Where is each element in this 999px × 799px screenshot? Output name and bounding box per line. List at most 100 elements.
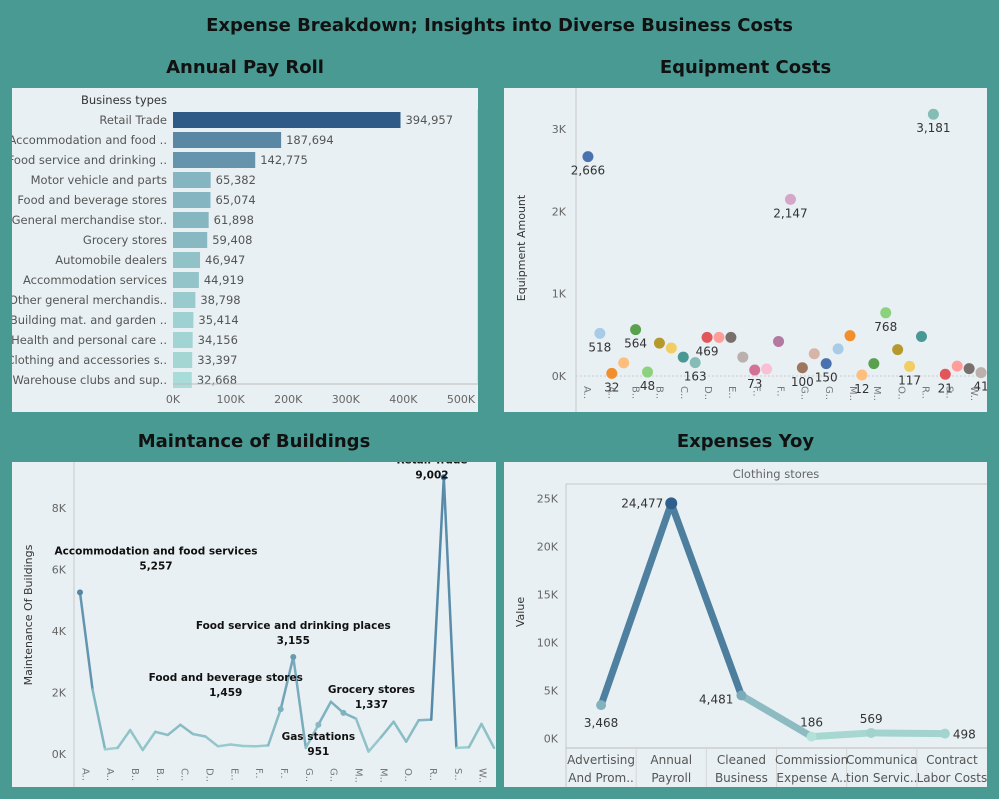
bar: [173, 212, 209, 228]
annotation-name: Retail Trade: [396, 462, 467, 466]
annotation-name: Food service and drinking places: [196, 620, 391, 632]
data-label: 3,468: [584, 716, 618, 730]
line-segment: [667, 499, 745, 699]
bar: [173, 172, 211, 188]
line-segment: [354, 717, 370, 753]
scatter-point: [737, 351, 749, 363]
line-segment: [103, 746, 119, 751]
line-segment: [229, 743, 245, 748]
data-label: 469: [696, 344, 719, 358]
x-tick-label: B..: [654, 386, 665, 399]
scatter-point: [868, 358, 880, 370]
x-tick-label: G..: [303, 768, 314, 782]
data-label: 38,798: [200, 293, 240, 307]
data-label: 61,898: [214, 213, 254, 227]
scatter-point: [618, 357, 630, 369]
data-label: 150: [815, 371, 838, 385]
data-label: 73: [747, 377, 762, 391]
bar: [173, 112, 401, 128]
y-tick-label: 2K: [552, 205, 567, 218]
x-tick-label: M..: [847, 386, 858, 401]
line-point: [277, 706, 284, 713]
data-label: 100: [791, 375, 814, 389]
x-tick-label: M..: [871, 386, 882, 401]
equipment-title: Equipment Costs: [659, 57, 832, 78]
x-tick-label: B..: [629, 386, 640, 399]
x-tick-label: 300K: [332, 393, 361, 406]
x-tick-label: A..: [605, 386, 616, 399]
bar: [173, 292, 196, 308]
line-point: [315, 721, 322, 728]
bar: [173, 132, 282, 148]
x-tick-label: Commission: [775, 753, 848, 767]
annotation-value: 9,002: [415, 469, 448, 481]
annotation-name: Accommodation and food services: [55, 545, 258, 557]
line-segment: [467, 722, 483, 749]
scatter-point: [784, 193, 796, 205]
line-segment: [808, 729, 875, 741]
data-label: 46,947: [205, 253, 245, 267]
line-segment: [78, 591, 94, 691]
category-label: Automobile dealers: [55, 253, 167, 267]
data-label: 65,074: [215, 193, 255, 207]
scatter-point: [689, 357, 701, 369]
data-label: 33,397: [197, 353, 237, 367]
data-label: 142,775: [260, 153, 308, 167]
category-label: Building mat. and garden ..: [12, 313, 167, 327]
x-tick-label: Labor Costs: [917, 771, 987, 785]
x-tick-label: G..: [328, 768, 339, 782]
category-label: Food and beverage stores: [17, 193, 167, 207]
data-label: 4,481: [699, 692, 733, 706]
line-point: [665, 497, 678, 510]
scatter-point: [915, 331, 927, 343]
x-tick-label: Contract: [926, 753, 978, 767]
x-tick-label: Annual: [650, 753, 692, 767]
line-segment: [204, 735, 220, 748]
y-tick-label: 20K: [537, 540, 559, 553]
scatter-point: [796, 362, 808, 374]
y-tick-label: 25K: [537, 492, 559, 505]
line-segment: [254, 744, 270, 748]
data-label: 394,957: [405, 113, 453, 127]
x-tick-label: 400K: [389, 393, 418, 406]
scatter-point: [808, 348, 820, 360]
data-label: 21: [938, 381, 953, 395]
x-tick-label: D..: [702, 386, 713, 400]
line-point: [596, 700, 607, 711]
data-label: 24,477: [621, 496, 663, 510]
data-label: 518: [588, 340, 611, 354]
x-tick-label: C..: [179, 768, 190, 781]
scatter-point: [832, 343, 844, 355]
x-tick-label: E..: [228, 768, 239, 781]
x-tick-label: tion Servic..: [846, 771, 917, 785]
scatter-point: [927, 108, 939, 120]
y-tick-label: 0K: [552, 370, 567, 383]
category-label: Other general merchandis..: [12, 293, 167, 307]
bar: [173, 232, 208, 248]
annotation-value: 1,459: [209, 687, 242, 699]
y-tick-label: 0K: [544, 732, 559, 745]
bar: [173, 152, 256, 168]
yoy-title: Expenses Yoy: [676, 431, 815, 452]
bar: [173, 252, 201, 268]
x-tick-label: A..: [104, 768, 115, 781]
x-tick-label: Expense A..: [776, 771, 846, 785]
y-tick-label: 1K: [552, 288, 567, 301]
y-tick-label: 2K: [52, 687, 67, 700]
x-tick-label: M..: [377, 768, 388, 783]
x-tick-label: F..: [278, 768, 289, 779]
scatter-point: [677, 351, 689, 363]
category-label: Health and personal care ..: [12, 333, 167, 347]
data-label: 498: [953, 728, 976, 742]
category-label: Motor vehicle and parts: [31, 173, 167, 187]
scatter-point: [630, 324, 642, 336]
payroll-title: Annual Pay Roll: [166, 57, 324, 78]
x-tick-label: F..: [775, 386, 786, 397]
bar: [173, 352, 193, 368]
scatter-point: [951, 360, 963, 372]
category-label: Food service and drinking ..: [12, 153, 167, 167]
x-tick-label: Payroll: [651, 771, 691, 785]
annotation-value: 5,257: [139, 560, 172, 572]
annotation-name: Food and beverage stores: [149, 672, 303, 684]
x-tick-label: C..: [678, 386, 689, 399]
